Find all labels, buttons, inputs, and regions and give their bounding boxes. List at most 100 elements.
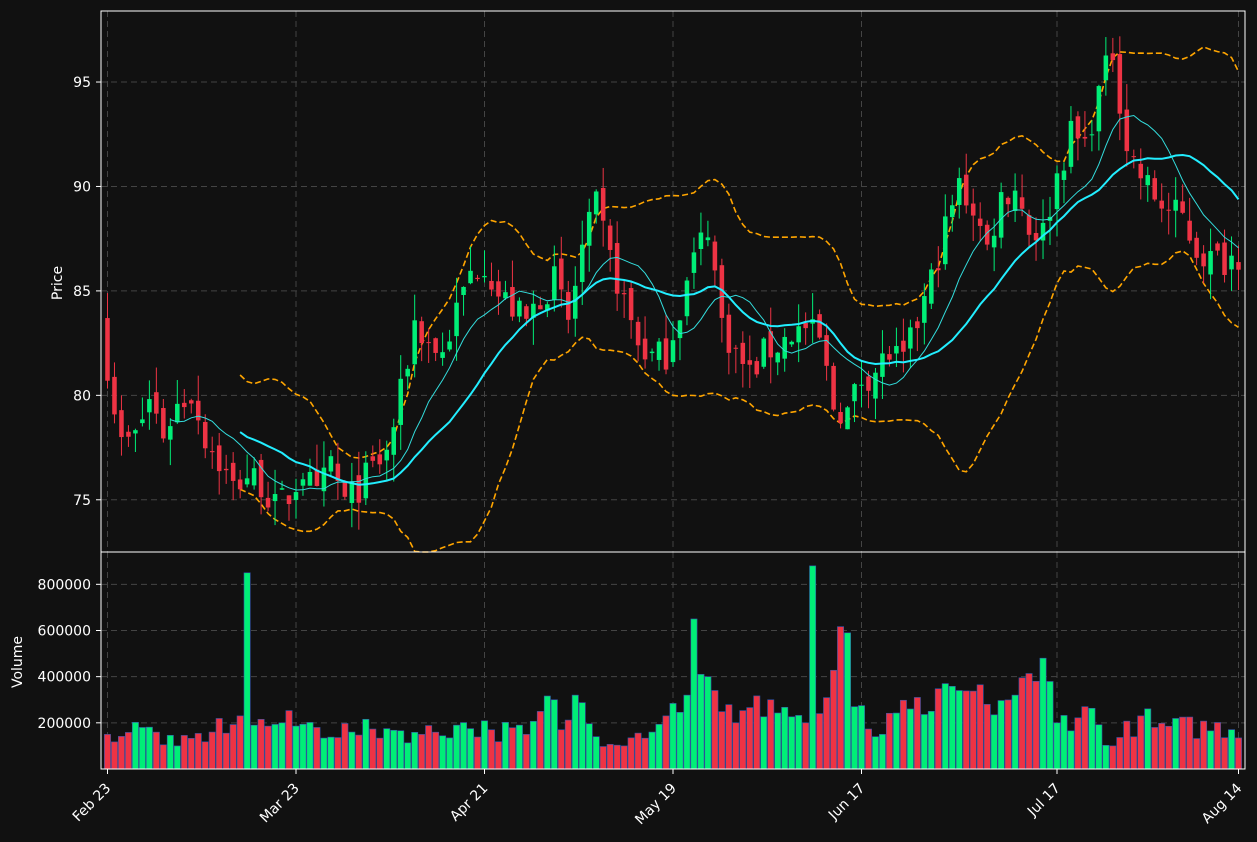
volume-bar <box>1088 707 1096 770</box>
candle-body <box>768 331 774 358</box>
candle-body <box>105 318 110 381</box>
candle-body <box>845 407 850 430</box>
volume-bar <box>795 715 803 770</box>
volume-bar <box>215 718 223 770</box>
volume-bar <box>781 706 789 770</box>
volume-bar <box>418 734 426 770</box>
volume-bar <box>676 712 684 770</box>
candle-body <box>593 191 599 215</box>
candle-body <box>1201 253 1206 267</box>
volume-bar <box>327 736 335 770</box>
candle-body <box>419 321 424 344</box>
price-tick-label: 75 <box>73 493 91 509</box>
volume-bar <box>662 715 670 770</box>
candle-body <box>286 495 292 505</box>
candle-body <box>970 203 976 216</box>
candle-body <box>1082 136 1088 139</box>
volume-bar <box>955 690 963 770</box>
candle-body <box>258 459 264 498</box>
price-y-axis-label: Price <box>50 266 66 300</box>
candle-body <box>698 232 704 250</box>
candle-body <box>545 304 550 311</box>
volume-bar <box>976 684 984 770</box>
volume-bar <box>508 727 516 770</box>
volume-bar <box>529 721 537 770</box>
volume-bar <box>934 688 942 770</box>
x-tick-label: Aug 14 <box>1199 780 1245 826</box>
candle-body <box>1019 197 1025 209</box>
volume-bar <box>1011 694 1019 770</box>
volume-bar <box>885 712 893 770</box>
candle-body <box>684 280 690 317</box>
candle-body <box>998 192 1004 238</box>
volume-bar <box>739 710 747 770</box>
lower-band-line <box>239 250 1239 553</box>
candle-body <box>740 342 746 364</box>
candle-body <box>489 280 494 290</box>
candle-body <box>621 293 627 295</box>
volume-bar <box>439 735 447 770</box>
volume-bar <box>899 699 907 770</box>
candle-body <box>216 445 222 472</box>
volume-bar <box>1207 730 1215 770</box>
volume-bar <box>774 712 782 770</box>
volume-bar <box>355 734 363 770</box>
candle-body <box>656 341 662 360</box>
candle-body <box>468 270 473 284</box>
candle-body <box>1236 262 1241 270</box>
volume-bar <box>397 730 405 770</box>
candle-body <box>1012 190 1018 212</box>
volume-bar <box>788 716 796 770</box>
candle-body <box>866 376 871 391</box>
volume-bar <box>683 694 691 770</box>
volume-bar <box>1200 720 1208 770</box>
candle-body <box>572 285 578 319</box>
volume-bar <box>159 744 167 770</box>
candle-body <box>1096 86 1102 132</box>
volume-bar <box>543 695 551 770</box>
volume-bar <box>578 702 586 770</box>
candle-body <box>586 211 592 246</box>
x-tick-label: Jun 17 <box>825 781 868 824</box>
candle-body <box>796 326 801 343</box>
candle-body <box>244 478 250 485</box>
volume-bar <box>1025 673 1033 770</box>
volume-bar <box>906 708 914 770</box>
candle-body <box>391 427 397 455</box>
volume-bar <box>1039 657 1047 770</box>
volume-bar <box>1004 699 1012 770</box>
volume-bar <box>481 720 488 770</box>
candle-body <box>1159 200 1164 209</box>
candle-body <box>908 327 913 349</box>
candle-body <box>412 320 417 365</box>
candle-body <box>335 463 341 481</box>
volume-bar <box>669 703 677 770</box>
volume-bar <box>990 714 998 770</box>
volume-bar <box>1228 729 1235 770</box>
volume-bar <box>313 727 321 770</box>
volume-bar <box>641 737 649 770</box>
volume-bar <box>138 727 146 770</box>
volume-bar <box>927 710 935 770</box>
candle-body <box>440 352 445 358</box>
candle-body <box>663 338 669 370</box>
volume-bar <box>865 728 872 770</box>
volume-bar <box>948 686 956 770</box>
candle-body <box>503 292 508 299</box>
candle-body <box>691 252 697 273</box>
volume-bar <box>1123 720 1131 770</box>
candle-body <box>1124 109 1130 152</box>
volume-bar <box>257 719 265 770</box>
volume-bar <box>411 732 419 770</box>
x-tick-label: Mar 23 <box>257 781 303 827</box>
candle-body <box>1131 156 1137 158</box>
volume-bar <box>997 700 1005 770</box>
volume-bar <box>131 722 139 770</box>
candle-body <box>454 302 459 337</box>
candle-body <box>363 462 369 499</box>
volume-bar <box>187 738 195 770</box>
candle-body <box>342 480 348 497</box>
candle-body <box>1033 233 1039 241</box>
candle-body <box>1173 199 1178 211</box>
